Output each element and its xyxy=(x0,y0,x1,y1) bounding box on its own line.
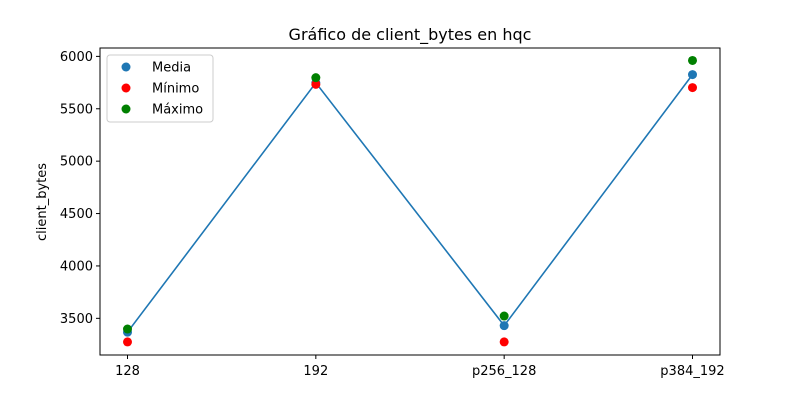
data-point-mínimo xyxy=(688,83,697,93)
legend-label: Mínimo xyxy=(152,82,199,97)
data-point-máximo xyxy=(123,324,132,334)
legend-marker xyxy=(121,104,131,114)
x-axis: 128 192 p256_128 p384_192 xyxy=(115,355,725,379)
series-line-media xyxy=(126,74,694,333)
legend-label: Máximo xyxy=(152,103,203,118)
x-tick-label: 192 xyxy=(303,364,328,379)
data-point-media xyxy=(688,70,697,80)
data-point-mínimo xyxy=(123,337,132,347)
data-point-máximo xyxy=(499,311,509,321)
data-point-media xyxy=(499,321,509,331)
data-point-mínimo xyxy=(499,337,509,347)
data-point-máximo xyxy=(688,55,697,65)
legend: Media Mínimo Máximo xyxy=(106,54,214,123)
y-tick-label: 4000 xyxy=(60,259,93,274)
y-axis: 3500 4000 4500 5000 5500 6000 xyxy=(60,50,100,327)
legend-marker xyxy=(121,83,131,93)
chart-title: Gráfico de client_bytes en hqc xyxy=(289,25,532,45)
y-tick-label: 4500 xyxy=(60,207,93,222)
y-tick-label: 5000 xyxy=(60,155,93,170)
legend-frame xyxy=(106,54,214,123)
y-tick-label: 5500 xyxy=(60,102,93,117)
chart-marks xyxy=(123,55,697,347)
legend-label: Media xyxy=(152,61,191,76)
y-tick-label: 6000 xyxy=(60,50,93,65)
x-tick-label: 128 xyxy=(115,364,140,379)
legend-marker xyxy=(121,62,131,72)
x-tick-label: p384_192 xyxy=(660,364,724,379)
y-axis-label: client_bytes xyxy=(35,163,50,241)
data-point-mínimo xyxy=(311,79,321,89)
x-tick-label: p256_128 xyxy=(472,364,536,379)
y-tick-label: 3500 xyxy=(60,312,93,327)
plot-frame xyxy=(99,47,721,356)
data-point-máximo xyxy=(311,73,321,83)
